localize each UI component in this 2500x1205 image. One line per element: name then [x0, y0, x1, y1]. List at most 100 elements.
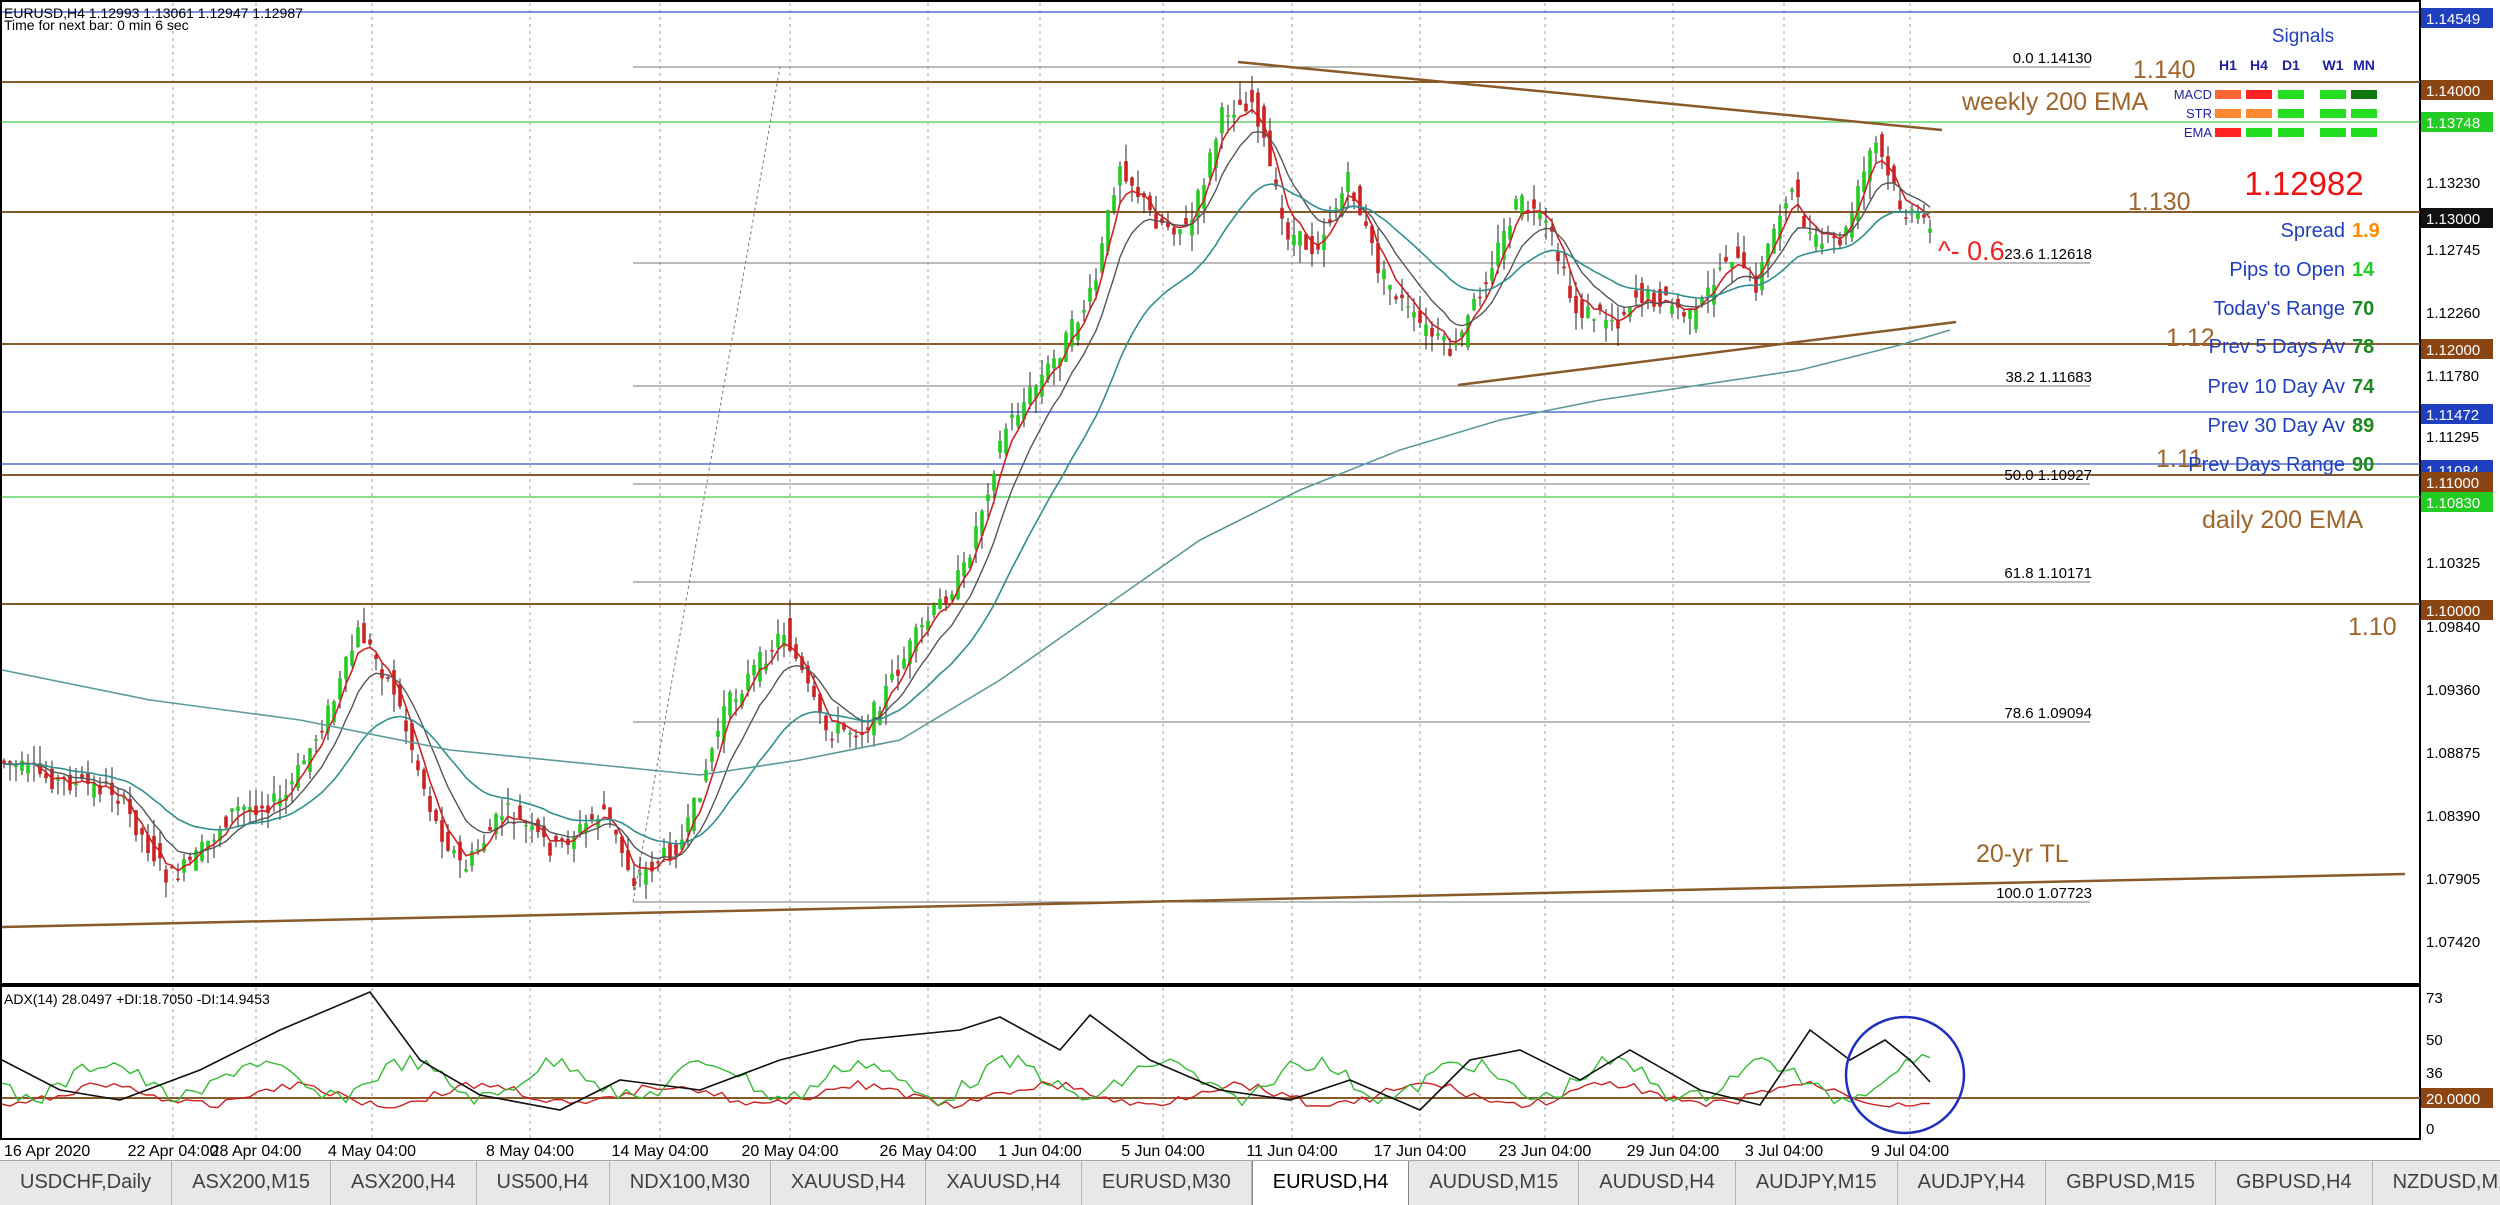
time-tick-label: 29 Jun 04:00 [1627, 1143, 1720, 1160]
chart-tab[interactable]: XAUUSD,H4 [926, 1161, 1082, 1205]
price-badge [2421, 472, 2493, 492]
adx-tick-label: 50 [2426, 1032, 2443, 1049]
chart-tab[interactable]: NDX100,M30 [610, 1161, 771, 1205]
adx-lines [1, 991, 1931, 1111]
fibonacci-labels: 0.0 1.14130 23.6 1.12618 38.2 1.11683 50.0 … [1996, 50, 2092, 902]
chart-tab[interactable]: GBPUSD,M15 [2046, 1161, 2216, 1205]
signal-indicator [2215, 128, 2241, 137]
signal-stat-value: 1.9 [2352, 220, 2380, 242]
adx-label: ADX(14) 28.0497 +DI:18.7050 -DI:14.9453 [4, 991, 270, 1007]
time-tick-label: 26 May 04:00 [880, 1143, 977, 1160]
chart-tab[interactable]: AUDJPY,M15 [1736, 1161, 1898, 1205]
price-tick-label: 1.12745 [2426, 242, 2480, 259]
adx-chart-frame[interactable] [0, 985, 2421, 1140]
price-tick-label: 1.13230 [2426, 175, 2480, 192]
time-tick-label: 28 Apr 04:00 [211, 1143, 302, 1160]
price-tick-label: 1.08875 [2426, 745, 2480, 762]
signals-panel: Signals 1.12982 H1 H4 D1 W1 MN MACD STR EMA Spre… [2174, 26, 2380, 476]
signal-indicator [2320, 90, 2346, 99]
price-badge-label: 1.14000 [2426, 83, 2480, 100]
signal-timeframe: H4 [2250, 57, 2268, 73]
chart-annotations: 1.140 weekly 200 EMA 1.130 ^- 0.6 1.12 1… [1938, 56, 2397, 868]
chart-tab[interactable]: EURUSD,M30 [1082, 1161, 1252, 1205]
time-tick-label: 22 Apr 04:00 [128, 1143, 219, 1160]
signal-indicator [2278, 90, 2304, 99]
adx-tick-label: 73 [2426, 990, 2443, 1007]
chart-tab-bar: USDCHF,Daily ASX200,M15 ASX200,H4 US500,H4 N… [0, 1160, 2500, 1205]
chart-tab[interactable]: ASX200,M15 [172, 1161, 331, 1205]
chart-tab[interactable]: XAUUSD,H4 [771, 1161, 927, 1205]
price-badge [2421, 600, 2493, 620]
label-daily-200-ema: daily 200 EMA [2202, 506, 2364, 534]
chart-tab[interactable]: EURUSD,H4 [1251, 1161, 1410, 1205]
chart-tab[interactable]: NZDUSD,M15 [2373, 1161, 2500, 1205]
price-badge-label: 1.11000 [2426, 475, 2479, 492]
price-tick-label: 1.08390 [2426, 808, 2480, 825]
time-tick-label: 23 Jun 04:00 [1499, 1143, 1592, 1160]
label-weekly-200-ema: weekly 200 EMA [1961, 88, 2149, 116]
time-tick-label: 1 Jun 04:00 [998, 1143, 1082, 1160]
time-grid [172, 3, 1911, 1138]
price-badge [2421, 492, 2493, 512]
chart-tab[interactable]: US500,H4 [477, 1161, 610, 1205]
signal-indicator [2215, 90, 2241, 99]
chart-tab[interactable]: ASX200,H4 [331, 1161, 477, 1205]
moving-averages [1, 108, 1951, 873]
price-axis: 1.14549 1.14000 1.13748 1.13230 1.13000 1.127… [2421, 8, 2493, 951]
chart-tab[interactable]: AUDJPY,H4 [1898, 1161, 2047, 1205]
signal-indicator [2320, 109, 2346, 118]
signal-stat-label: Prev Days Range [2188, 454, 2345, 476]
signals-title: Signals [2272, 26, 2334, 47]
time-tick-label: 20 May 04:00 [742, 1143, 839, 1160]
chart-tab[interactable]: GBPUSD,H4 [2216, 1161, 2373, 1205]
time-tick-label: 4 May 04:00 [328, 1143, 416, 1160]
price-badge-label: 1.14549 [2426, 11, 2480, 28]
price-badge-label: 1.13000 [2426, 211, 2480, 228]
price-tick-label: 1.11295 [2426, 429, 2479, 446]
fib-level-label: 50.0 1.10927 [2004, 467, 2092, 484]
trendlines[interactable] [1, 60, 2406, 929]
chart-tab[interactable]: USDCHF,Daily [0, 1161, 173, 1205]
adx-tick-label: 36 [2426, 1065, 2443, 1082]
signal-stat-label: Prev 5 Days Av [2209, 336, 2345, 358]
price-tick-label: 1.12260 [2426, 305, 2480, 322]
fibonacci-lines[interactable] [632, 66, 2090, 903]
time-tick-label: 17 Jun 04:00 [1374, 1143, 1467, 1160]
price-tick-label: 1.09840 [2426, 619, 2480, 636]
price-tick-label: 1.11780 [2426, 368, 2479, 385]
label-110: 1.10 [2348, 613, 2397, 641]
signal-timeframe: D1 [2282, 57, 2300, 73]
time-tick-label: 11 Jun 04:00 [1246, 1143, 1337, 1160]
signal-row-label: MACD [2174, 87, 2212, 102]
adx-badge [2421, 1088, 2493, 1108]
signal-stat-label: Today's Range [2213, 298, 2345, 320]
adx-badge-label: 20.0000 [2426, 1091, 2480, 1108]
signal-row-label: STR [2186, 106, 2212, 121]
price-chart-frame[interactable] [0, 0, 2421, 985]
price-tick-label: 1.07420 [2426, 934, 2480, 951]
signal-timeframe: W1 [2323, 57, 2344, 73]
label-20yr-tl: 20-yr TL [1976, 840, 2069, 868]
signal-timeframe: MN [2353, 57, 2375, 73]
price-tick-label: 1.10325 [2426, 555, 2480, 572]
fib-level-label: 23.6 1.12618 [2004, 246, 2092, 263]
price-badge-label: 1.13748 [2426, 115, 2480, 132]
adx-axis: 73 50 36 0 20.0000 [2421, 990, 2493, 1138]
fib-level-label: 78.6 1.09094 [2004, 705, 2092, 722]
signal-stat-label: Spread [2281, 220, 2346, 242]
adx-tick-label: 0 [2426, 1121, 2434, 1138]
signal-stat-value: 74 [2352, 376, 2375, 398]
signal-stat-label: Pips to Open [2229, 259, 2345, 281]
price-badge-label: 1.10000 [2426, 603, 2480, 620]
signal-row-label: EMA [2184, 125, 2213, 140]
signal-stat-value: 78 [2352, 336, 2374, 358]
signal-stat-value: 70 [2352, 298, 2374, 320]
chart-tab[interactable]: AUDUSD,M15 [1409, 1161, 1580, 1205]
price-badge [2421, 8, 2493, 28]
price-badge [2421, 112, 2493, 132]
time-tick-label: 14 May 04:00 [612, 1143, 709, 1160]
price-badge-label: 1.10830 [2426, 495, 2480, 512]
chart-window[interactable]: 0.0 1.14130 23.6 1.12618 38.2 1.11683 50.0 … [0, 0, 2500, 1160]
chart-tab[interactable]: AUDUSD,H4 [1579, 1161, 1736, 1205]
label-1130: 1.130 [2128, 188, 2191, 216]
